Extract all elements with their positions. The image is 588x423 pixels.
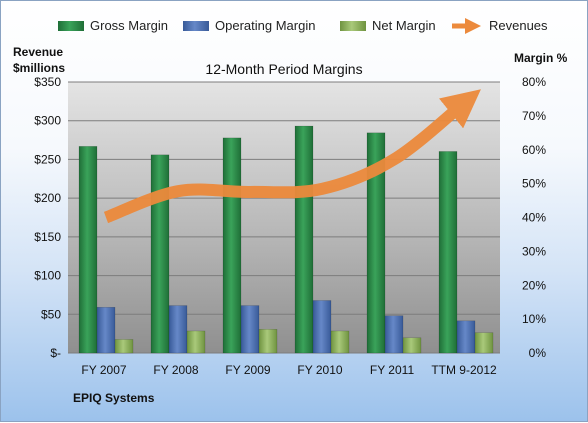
legend-gross: Gross Margin xyxy=(90,18,168,33)
left-axis-ticks: $- $50 $100 $150 $200 $250 $300 $350 xyxy=(34,75,61,360)
left-tick-label: $100 xyxy=(34,269,61,283)
left-axis-title-line1: Revenue xyxy=(13,45,63,59)
left-tick-label: $200 xyxy=(34,191,61,205)
category-label: TTM 9-2012 xyxy=(431,363,497,377)
category-labels: FY 2007 FY 2008 FY 2009 FY 2010 FY 2011 TTM 9… xyxy=(81,363,497,377)
legend-revenues: Revenues xyxy=(489,18,548,33)
legend-swatch-net xyxy=(340,21,366,31)
right-tick-label: 50% xyxy=(522,177,546,191)
gross-margin-bar xyxy=(295,126,313,353)
operating-margin-bar xyxy=(97,307,115,353)
right-axis-ticks: 0% 10% 20% 30% 40% 50% 60% 70% 80% xyxy=(522,75,546,360)
right-tick-label: 10% xyxy=(522,312,546,326)
category-label: FY 2010 xyxy=(297,363,342,377)
category-label: FY 2007 xyxy=(81,363,126,377)
right-axis-title: Margin % xyxy=(514,51,568,65)
right-tick-label: 80% xyxy=(522,75,546,89)
legend-swatch-gross xyxy=(58,21,84,31)
left-tick-label: $300 xyxy=(34,114,61,128)
right-tick-label: 40% xyxy=(522,211,546,225)
right-tick-label: 20% xyxy=(522,278,546,292)
gross-margin-bar xyxy=(223,138,241,353)
net-margin-bar xyxy=(187,331,205,353)
right-tick-label: 70% xyxy=(522,109,546,123)
gross-margin-bar xyxy=(151,155,169,353)
left-tick-label: $250 xyxy=(34,152,61,166)
company-label: EPIQ Systems xyxy=(73,391,155,405)
net-margin-bar xyxy=(331,331,349,353)
category-label: FY 2011 xyxy=(370,363,415,377)
operating-margin-bar xyxy=(385,316,403,353)
operating-margin-bar xyxy=(457,321,475,353)
net-margin-bar xyxy=(475,333,493,353)
net-margin-bar xyxy=(115,339,133,353)
legend-operating: Operating Margin xyxy=(215,18,315,33)
net-margin-bar xyxy=(259,329,277,353)
category-label: FY 2008 xyxy=(153,363,198,377)
gross-margin-bar xyxy=(439,151,457,353)
right-tick-label: 60% xyxy=(522,143,546,157)
operating-margin-bar xyxy=(241,306,259,353)
category-label: FY 2009 xyxy=(225,363,270,377)
left-tick-label: $150 xyxy=(34,230,61,244)
operating-margin-bar xyxy=(313,300,331,353)
gross-margin-bar xyxy=(79,146,97,353)
left-axis-title-line2: $millions xyxy=(13,61,65,75)
legend-swatch-operating xyxy=(183,21,209,31)
legend-net: Net Margin xyxy=(372,18,436,33)
chart-title: 12-Month Period Margins xyxy=(205,61,362,77)
operating-margin-bar xyxy=(169,306,187,353)
right-tick-label: 30% xyxy=(522,244,546,258)
right-tick-label: 0% xyxy=(529,346,547,360)
legend: Gross Margin Operating Margin Net Margin… xyxy=(58,18,548,33)
left-tick-label: $- xyxy=(50,346,61,360)
net-margin-bar xyxy=(403,338,421,353)
left-tick-label: $350 xyxy=(34,75,61,89)
left-tick-label: $50 xyxy=(41,307,61,321)
